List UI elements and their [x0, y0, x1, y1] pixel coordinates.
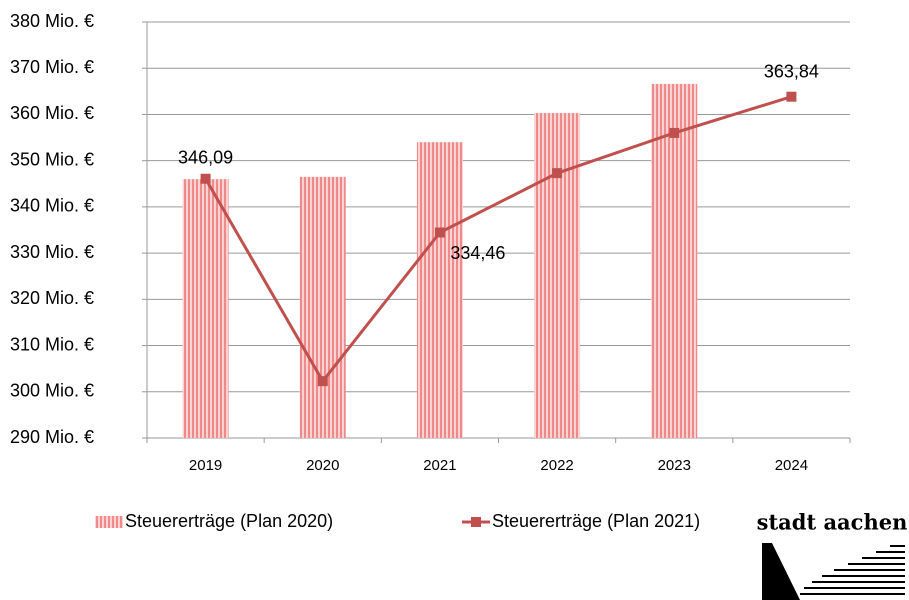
bar: [534, 113, 581, 439]
x-tick-label: 2022: [540, 457, 573, 474]
logo-stripes: [800, 545, 905, 595]
value-label: 346,09: [178, 147, 233, 167]
y-tick-label: 360 Mio. €: [10, 103, 94, 123]
logo-shape: [762, 543, 800, 600]
legend-label: Steuererträge (Plan 2021): [492, 511, 700, 531]
marker: [669, 127, 680, 138]
y-tick-label: 320 Mio. €: [10, 288, 94, 308]
bar: [416, 142, 463, 438]
x-tick-label: 2020: [306, 457, 339, 474]
bar: [182, 179, 229, 438]
marker: [317, 376, 328, 387]
y-tick-label: 330 Mio. €: [10, 242, 94, 262]
logo-text: stadt aachen: [757, 510, 908, 535]
legend-marker: [471, 517, 481, 527]
x-tick-label: 2019: [189, 457, 222, 474]
logo: stadt aachen: [757, 510, 908, 600]
marker: [786, 91, 797, 102]
y-tick-label: 290 Mio. €: [10, 427, 94, 447]
legend-swatch: [95, 516, 123, 528]
y-tick-label: 380 Mio. €: [10, 11, 94, 31]
value-label: 334,46: [450, 243, 505, 263]
y-tick-label: 350 Mio. €: [10, 149, 94, 169]
bar: [299, 176, 346, 438]
y-tick-label: 340 Mio. €: [10, 196, 94, 216]
bar: [651, 83, 698, 438]
marker: [552, 168, 563, 179]
marker: [434, 227, 445, 238]
marker: [200, 173, 211, 184]
y-tick-label: 370 Mio. €: [10, 57, 94, 77]
x-tick-label: 2024: [775, 457, 808, 474]
value-label: 363,84: [764, 61, 819, 81]
y-tick-label: 300 Mio. €: [10, 381, 94, 401]
line: [204, 95, 792, 384]
legend-label: Steuererträge (Plan 2020): [125, 511, 333, 531]
x-tick-label: 2021: [423, 457, 456, 474]
x-tick-label: 2023: [658, 457, 691, 474]
y-tick-label: 310 Mio. €: [10, 334, 94, 354]
